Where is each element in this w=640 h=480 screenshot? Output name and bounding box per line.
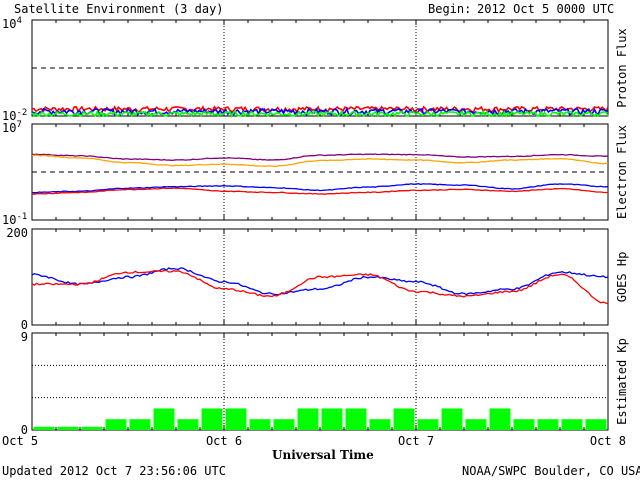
x-axis-label: Universal Time <box>272 448 374 462</box>
kp-bar <box>513 419 535 430</box>
panel-3: 200 0 GOES Hp <box>6 226 629 332</box>
kp-bar <box>105 419 127 430</box>
y-tick-label: 10-1 <box>2 212 27 227</box>
y-tick-label: 104 <box>2 16 22 31</box>
panel-1: 104 10-2 Proton Flux <box>2 16 629 123</box>
kp-bar <box>57 426 79 430</box>
kp-bar <box>249 419 271 430</box>
panel-frame <box>31 332 609 431</box>
kp-bar <box>81 426 103 430</box>
series-line-4 <box>32 187 608 195</box>
series-line-3 <box>31 183 609 194</box>
x-tick-label: Oct 8 <box>590 434 626 448</box>
begin-value: 2012 Oct 5 0000 UTC <box>477 2 615 16</box>
kp-bar <box>585 419 607 430</box>
kp-bar <box>441 408 463 430</box>
kp-bar <box>297 408 319 430</box>
series-line-2 <box>31 154 609 168</box>
y-tick-label: 9 <box>21 330 28 344</box>
kp-bar <box>321 408 343 430</box>
kp-bar <box>489 408 511 430</box>
y-tick-label: 107 <box>2 120 22 135</box>
y-axis-label: Electron Flux <box>615 125 629 219</box>
y-tick-label: 0 <box>21 318 28 332</box>
y-tick-label: 10-2 <box>2 108 27 123</box>
kp-bar <box>465 419 487 430</box>
kp-bar <box>33 426 55 430</box>
panel-2: 107 10-1 Electron Flux <box>2 120 629 227</box>
kp-bar <box>129 419 151 430</box>
kp-bar <box>369 419 391 430</box>
series-line-1 <box>31 267 609 296</box>
kp-bar <box>345 408 367 430</box>
y-axis-label: Proton Flux <box>615 28 629 107</box>
kp-bar <box>225 408 247 430</box>
y-axis-label: GOES Hp <box>615 252 629 303</box>
x-tick-label: Oct 5 <box>2 434 38 448</box>
kp-bar <box>561 419 583 430</box>
kp-bar <box>417 419 439 430</box>
chart-title: Satellite Environment (3 day) <box>14 2 224 16</box>
kp-bar <box>177 419 199 430</box>
updated-timestamp: Updated 2012 Oct 7 23:56:06 UTC <box>2 464 226 478</box>
proton-series-3 <box>31 109 609 118</box>
panel-4: 9 0 Estimated Kp <box>21 330 629 437</box>
x-tick-label: Oct 6 <box>206 434 242 448</box>
kp-bar <box>537 419 559 430</box>
y-tick-label: 0 <box>21 423 28 437</box>
y-tick-label: 200 <box>6 226 28 240</box>
kp-bar <box>153 408 175 430</box>
kp-bar <box>273 419 295 430</box>
x-tick-label: Oct 7 <box>398 434 434 448</box>
series-line-1 <box>31 153 609 161</box>
kp-bar <box>393 408 415 430</box>
y-axis-label: Estimated Kp <box>615 338 629 425</box>
credit-text: NOAA/SWPC Boulder, CO USA <box>462 464 640 478</box>
kp-bar <box>201 408 223 430</box>
begin-label: Begin: <box>428 2 472 16</box>
series-line-2 <box>31 269 609 305</box>
